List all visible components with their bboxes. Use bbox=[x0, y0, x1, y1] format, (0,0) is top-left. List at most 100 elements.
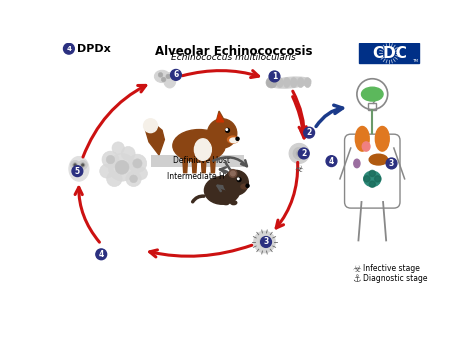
FancyArrowPatch shape bbox=[316, 105, 343, 126]
Circle shape bbox=[289, 143, 309, 164]
Ellipse shape bbox=[75, 171, 83, 176]
Text: CDC: CDC bbox=[372, 46, 407, 61]
Circle shape bbox=[106, 155, 115, 164]
Ellipse shape bbox=[290, 78, 297, 88]
Text: 2: 2 bbox=[307, 128, 312, 137]
Ellipse shape bbox=[375, 126, 389, 151]
Ellipse shape bbox=[155, 70, 170, 83]
Circle shape bbox=[261, 236, 272, 247]
FancyArrowPatch shape bbox=[276, 162, 298, 228]
Circle shape bbox=[296, 150, 302, 157]
Circle shape bbox=[107, 171, 122, 187]
Ellipse shape bbox=[241, 184, 248, 189]
Circle shape bbox=[133, 159, 142, 168]
Text: 4: 4 bbox=[329, 157, 334, 166]
Ellipse shape bbox=[230, 138, 237, 143]
Polygon shape bbox=[183, 160, 188, 173]
Text: Alveolar Echinococcosis: Alveolar Echinococcosis bbox=[155, 44, 312, 57]
FancyArrowPatch shape bbox=[293, 91, 308, 138]
Ellipse shape bbox=[283, 78, 290, 88]
Circle shape bbox=[364, 176, 370, 182]
Ellipse shape bbox=[369, 154, 388, 165]
Text: ⚓: ⚓ bbox=[353, 274, 361, 284]
Circle shape bbox=[369, 170, 375, 177]
Text: TM: TM bbox=[412, 58, 419, 62]
Ellipse shape bbox=[194, 139, 211, 160]
Circle shape bbox=[82, 164, 84, 166]
Circle shape bbox=[226, 129, 229, 132]
Ellipse shape bbox=[228, 136, 238, 143]
Circle shape bbox=[126, 171, 141, 187]
FancyBboxPatch shape bbox=[201, 155, 245, 166]
FancyArrowPatch shape bbox=[220, 168, 236, 182]
Circle shape bbox=[108, 153, 136, 181]
FancyArrowPatch shape bbox=[83, 86, 146, 157]
Text: ☣: ☣ bbox=[295, 164, 303, 174]
Circle shape bbox=[100, 164, 114, 178]
Circle shape bbox=[128, 154, 146, 173]
Text: 5: 5 bbox=[75, 167, 80, 176]
Ellipse shape bbox=[270, 78, 276, 88]
Text: Intermediate Host: Intermediate Host bbox=[166, 172, 236, 181]
Circle shape bbox=[158, 73, 163, 77]
FancyArrowPatch shape bbox=[213, 157, 247, 166]
Circle shape bbox=[73, 163, 77, 167]
Circle shape bbox=[231, 171, 235, 176]
Ellipse shape bbox=[231, 201, 237, 205]
Circle shape bbox=[81, 163, 85, 167]
Circle shape bbox=[237, 178, 241, 182]
Ellipse shape bbox=[356, 126, 369, 151]
Circle shape bbox=[130, 175, 137, 183]
Circle shape bbox=[102, 151, 119, 168]
Ellipse shape bbox=[364, 171, 381, 187]
Text: Diagnostic stage: Diagnostic stage bbox=[363, 274, 428, 283]
FancyArrowPatch shape bbox=[226, 162, 240, 177]
Ellipse shape bbox=[297, 78, 304, 88]
Text: 6: 6 bbox=[173, 70, 179, 79]
FancyArrowPatch shape bbox=[218, 183, 246, 191]
Circle shape bbox=[374, 176, 381, 182]
Ellipse shape bbox=[204, 177, 240, 204]
Text: 4: 4 bbox=[99, 250, 104, 259]
Circle shape bbox=[208, 119, 237, 148]
Text: ☣: ☣ bbox=[353, 264, 361, 274]
Circle shape bbox=[135, 167, 147, 180]
Circle shape bbox=[237, 178, 239, 180]
Circle shape bbox=[386, 158, 397, 169]
Text: 3: 3 bbox=[389, 159, 394, 168]
Ellipse shape bbox=[69, 157, 89, 181]
Ellipse shape bbox=[354, 159, 360, 168]
Circle shape bbox=[161, 77, 166, 82]
Text: 2: 2 bbox=[301, 149, 306, 158]
Circle shape bbox=[246, 184, 249, 187]
Circle shape bbox=[171, 70, 182, 80]
Circle shape bbox=[74, 164, 76, 166]
Circle shape bbox=[78, 160, 87, 170]
Circle shape bbox=[64, 43, 74, 54]
Circle shape bbox=[229, 170, 237, 177]
Circle shape bbox=[166, 74, 171, 79]
FancyBboxPatch shape bbox=[151, 155, 194, 166]
Circle shape bbox=[144, 119, 157, 132]
Text: DPDx: DPDx bbox=[77, 44, 110, 54]
Circle shape bbox=[112, 142, 124, 154]
FancyArrowPatch shape bbox=[292, 97, 306, 134]
Polygon shape bbox=[192, 160, 197, 173]
Text: Echinococcus multilocularis: Echinococcus multilocularis bbox=[171, 53, 296, 62]
Ellipse shape bbox=[173, 130, 225, 162]
Circle shape bbox=[293, 147, 305, 160]
Circle shape bbox=[269, 71, 280, 82]
FancyArrowPatch shape bbox=[75, 187, 100, 242]
Ellipse shape bbox=[164, 73, 176, 88]
Text: 3: 3 bbox=[264, 238, 269, 247]
Circle shape bbox=[226, 129, 228, 130]
Circle shape bbox=[115, 160, 129, 174]
Ellipse shape bbox=[223, 201, 229, 205]
Ellipse shape bbox=[304, 78, 311, 88]
Ellipse shape bbox=[276, 78, 283, 88]
Circle shape bbox=[236, 137, 239, 140]
Circle shape bbox=[326, 156, 337, 166]
Circle shape bbox=[259, 236, 270, 247]
Text: 4: 4 bbox=[66, 46, 72, 52]
Circle shape bbox=[121, 147, 135, 160]
